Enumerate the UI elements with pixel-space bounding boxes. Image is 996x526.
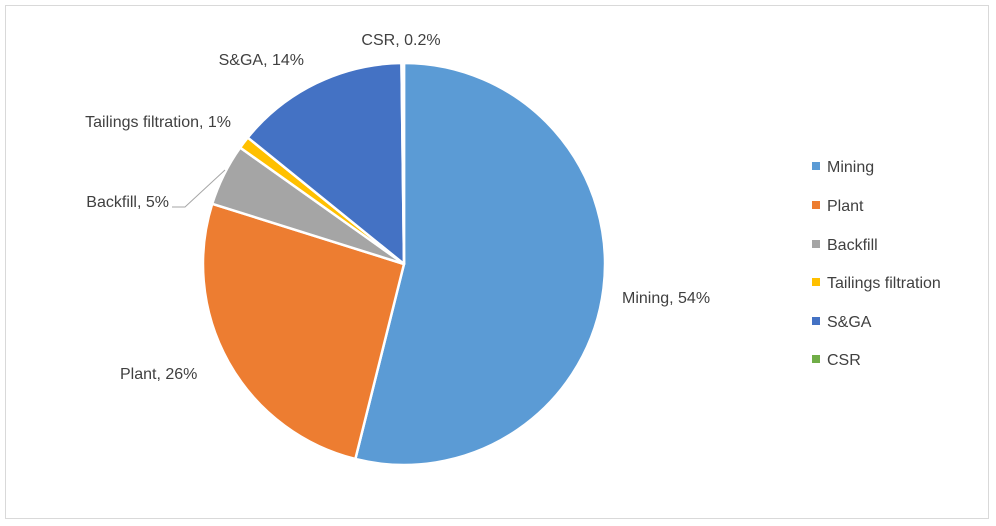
legend-entry-sga[interactable]: S&GA (812, 314, 872, 331)
pie-slice-mining[interactable] (354, 61, 607, 467)
legend-entry-backfill[interactable]: Backfill (812, 237, 878, 254)
data-label-backfill: Backfill, 5% (86, 194, 169, 211)
legend-swatch-mining (812, 162, 820, 170)
backfill-leader-line (172, 169, 226, 208)
legend: Mining Plant Backfill Tailings filtratio… (812, 159, 941, 369)
pie-slice-plant[interactable] (201, 202, 406, 461)
legend-label-sga: S&GA (827, 314, 872, 331)
legend-label-plant: Plant (827, 198, 864, 215)
data-label-mining: Mining, 54% (622, 290, 710, 307)
legend-label-mining: Mining (827, 159, 874, 176)
legend-entry-csr[interactable]: CSR (812, 352, 861, 369)
legend-entry-tailings-filtration[interactable]: Tailings filtration (812, 275, 941, 292)
legend-swatch-plant (812, 201, 820, 209)
legend-swatch-csr (812, 355, 820, 363)
data-label-tailings-filtration: Tailings filtration, 1% (85, 114, 231, 131)
pie-slices (201, 61, 607, 467)
legend-entry-plant[interactable]: Plant (812, 198, 864, 215)
data-label-csr: CSR, 0.2% (361, 32, 440, 49)
legend-swatch-tailings-filtration (812, 278, 820, 286)
pie-slice-sga[interactable] (246, 61, 406, 266)
data-labels: Mining, 54% Plant, 26% Backfill, 5% Tail… (85, 32, 710, 383)
legend-swatch-sga (812, 317, 820, 325)
legend-swatch-backfill (812, 240, 820, 248)
data-label-sga: S&GA, 14% (219, 52, 304, 69)
data-label-plant: Plant, 26% (120, 366, 197, 383)
pie-slice-csr[interactable] (400, 61, 406, 266)
legend-label-backfill: Backfill (827, 237, 878, 254)
legend-entry-mining[interactable]: Mining (812, 159, 874, 176)
legend-label-tailings-filtration: Tailings filtration (827, 275, 941, 292)
legend-label-csr: CSR (827, 352, 861, 369)
